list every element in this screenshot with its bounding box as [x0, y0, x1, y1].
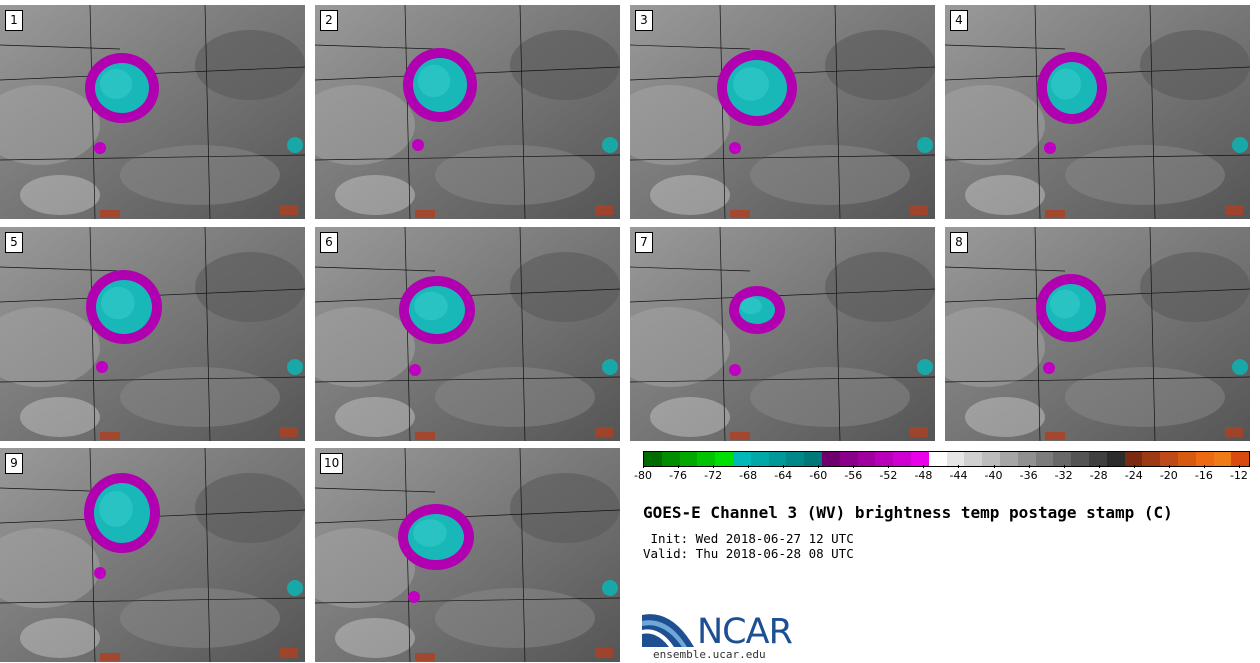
colorbar-swatch	[1071, 452, 1089, 466]
colorbar-swatch	[910, 452, 929, 466]
colorbar-swatch	[1106, 452, 1125, 466]
panel-number: 6	[320, 232, 338, 253]
stamp-panel-8: 8	[945, 227, 1250, 441]
colorbar-tick-label: -76	[669, 465, 687, 482]
panel-number: 7	[635, 232, 653, 253]
colorbar-swatch	[661, 452, 680, 466]
site-url: ensemble.ucar.edu	[653, 648, 766, 661]
colorbar-swatch	[1177, 452, 1196, 466]
colorbar-swatch	[964, 452, 983, 466]
colorbar-swatch	[1231, 452, 1250, 466]
panel-number: 3	[635, 10, 653, 31]
stamp-panel-9: 9	[0, 448, 305, 662]
colorbar-swatch	[1213, 452, 1232, 466]
ncar-logo-icon	[642, 614, 694, 647]
satellite-image	[945, 227, 1250, 441]
colorbar-swatch	[715, 452, 733, 466]
colorbar-swatch	[1035, 452, 1054, 466]
satellite-image	[630, 5, 935, 219]
colorbar-tick-label: -32	[1055, 465, 1073, 482]
satellite-image	[945, 5, 1250, 219]
colorbar-swatch	[946, 452, 965, 466]
colorbar-swatch	[1142, 452, 1161, 466]
colorbar-swatch	[644, 452, 662, 466]
colorbar-swatch	[786, 452, 805, 466]
colorbar-swatch	[1017, 452, 1036, 466]
colorbar-swatch	[893, 452, 911, 466]
satellite-image	[0, 5, 305, 219]
colorbar-swatch	[875, 452, 894, 466]
stamp-panel-5: 5	[0, 227, 305, 441]
satellite-image	[315, 448, 620, 662]
colorbar-swatch	[1088, 452, 1107, 466]
colorbar-swatch	[821, 452, 840, 466]
panel-number: 1	[5, 10, 23, 31]
colorbar-tick-label: -44	[950, 465, 967, 482]
colorbar-swatch	[839, 452, 858, 466]
panel-number: 10	[320, 453, 344, 474]
page-title: GOES-E Channel 3 (WV) brightness temp po…	[643, 503, 1173, 522]
colorbar-swatch	[750, 452, 769, 466]
colorbar-swatch	[1053, 452, 1072, 466]
satellite-image	[0, 448, 305, 662]
satellite-image	[630, 227, 935, 441]
colorbar-swatch	[804, 452, 822, 466]
colorbar-swatch	[928, 452, 947, 466]
colorbar-tick-label: -72	[704, 465, 722, 482]
panel-number: 5	[5, 232, 23, 253]
stamp-panel-7: 7	[630, 227, 935, 441]
panel-number: 4	[950, 10, 968, 31]
stamp-panel-6: 6	[315, 227, 620, 441]
colorbar-swatch	[1124, 452, 1143, 466]
colorbar-tick-label: -36	[1020, 465, 1038, 482]
panel-number: 8	[950, 232, 968, 253]
satellite-image	[315, 5, 620, 219]
satellite-image	[315, 227, 620, 441]
colorbar-tick-label: -80	[634, 465, 652, 482]
ncar-logo-text: NCAR	[697, 612, 793, 652]
colorbar-swatch	[768, 452, 787, 466]
colorbar-tick-label: -68	[739, 465, 757, 482]
colorbar-swatch	[1195, 452, 1214, 466]
colorbar-tick-label: -24	[1125, 465, 1143, 482]
colorbar-swatch	[732, 452, 751, 466]
stamp-panel-1: 1	[0, 5, 305, 219]
colorbar-swatch	[1160, 452, 1178, 466]
valid-time: Valid: Thu 2018-06-28 08 UTC	[643, 546, 854, 561]
colorbar-tick-label: -60	[809, 465, 827, 482]
stamp-panel-10: 10	[315, 448, 620, 662]
colorbar-tick-label: -40	[985, 465, 1003, 482]
colorbar-swatch	[679, 452, 698, 466]
colorbar-swatch	[999, 452, 1018, 466]
colorbar-tick-label: -48	[914, 465, 932, 482]
colorbar-swatch	[982, 452, 1000, 466]
colorbar-ticks: -80 -76 -72 -68 -64 -60 -56 -52 -48 -44 -40 -36 -32-…	[634, 465, 1248, 483]
panel-number: 9	[5, 453, 23, 474]
stamp-panel-3: 3	[630, 5, 935, 219]
colorbar-tick-label: -28	[1090, 465, 1108, 482]
init-time: Init: Wed 2018-06-27 12 UTC	[643, 531, 854, 546]
colorbar-tick-label: -12	[1230, 465, 1248, 482]
panel-number: 2	[320, 10, 338, 31]
colorbar-swatch	[697, 452, 716, 466]
colorbar-tick-label: -52	[879, 465, 897, 482]
stamp-panel-2: 2	[315, 5, 620, 219]
colorbar	[643, 451, 1250, 467]
colorbar-swatch	[857, 452, 876, 466]
colorbar-tick-label: -56	[844, 465, 862, 482]
satellite-image	[0, 227, 305, 441]
stamp-panel-4: 4	[945, 5, 1250, 219]
colorbar-tick-label: -16	[1195, 465, 1213, 482]
colorbar-tick-label: -64	[774, 465, 792, 482]
colorbar-tick-label: -20	[1160, 465, 1178, 482]
